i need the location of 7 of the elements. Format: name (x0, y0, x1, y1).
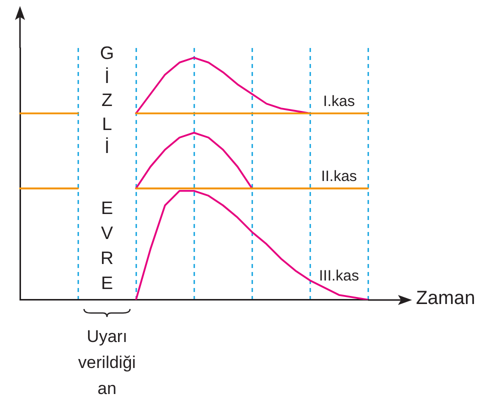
annotation: EVRE (100, 197, 114, 295)
series-label: II.kas (321, 168, 357, 186)
text: Uyarı verildiği an (77, 326, 137, 400)
x-axis-title: Zaman (416, 288, 476, 310)
series-label: I.kas (323, 93, 355, 110)
annotation: GİZLİ (98, 42, 115, 159)
series-label: III.kas (318, 267, 360, 284)
